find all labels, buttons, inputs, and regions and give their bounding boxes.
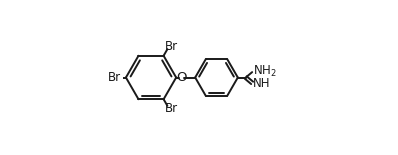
Text: NH: NH [253,77,271,90]
Text: NH$_2$: NH$_2$ [253,64,277,79]
Text: Br: Br [165,40,178,53]
Text: Br: Br [165,102,178,115]
Text: Br: Br [107,71,121,84]
Text: O: O [176,71,186,84]
